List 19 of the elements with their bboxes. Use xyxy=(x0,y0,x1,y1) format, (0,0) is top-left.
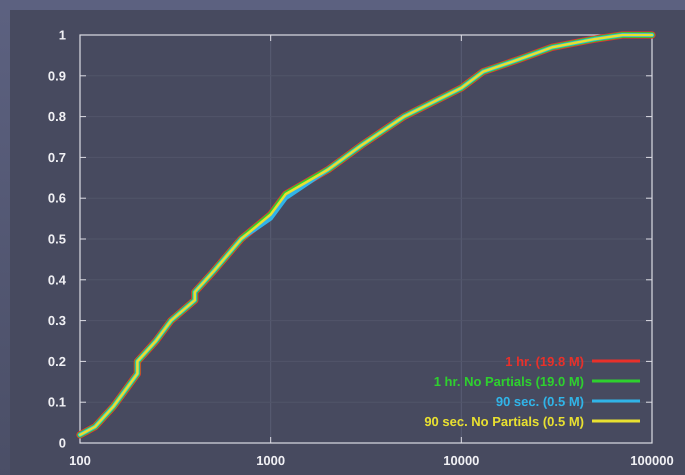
y-tick-label: 0.7 xyxy=(48,150,66,165)
y-tick-label: 0 xyxy=(58,436,66,450)
y-tick-label: 0.2 xyxy=(48,354,66,369)
legend-label: 1 hr. (19.8 M) xyxy=(505,354,584,369)
y-tick-label: 0.4 xyxy=(48,272,67,288)
y-tick-label: 0.9 xyxy=(48,68,66,84)
x-tick-label: 100 xyxy=(69,453,91,468)
legend-label: 90 sec. No Partials (0.5 M) xyxy=(424,414,584,429)
x-tick-label: 10000 xyxy=(443,453,480,468)
y-tick-label: 1 xyxy=(58,28,66,42)
y-tick-label: 0.8 xyxy=(48,109,66,124)
y-tick-label: 0.6 xyxy=(48,190,66,206)
y-tick-label: 0.5 xyxy=(48,232,66,246)
legend-label: 90 sec. (0.5 M) xyxy=(496,394,584,409)
y-tick-label: 0.3 xyxy=(48,313,66,328)
legend-label: 1 hr. No Partials (19.0 M) xyxy=(434,374,584,389)
x-tick-label: 1000 xyxy=(256,453,286,468)
x-tick-label: 100000 xyxy=(630,453,674,468)
y-tick-label: 0.1 xyxy=(48,394,66,410)
